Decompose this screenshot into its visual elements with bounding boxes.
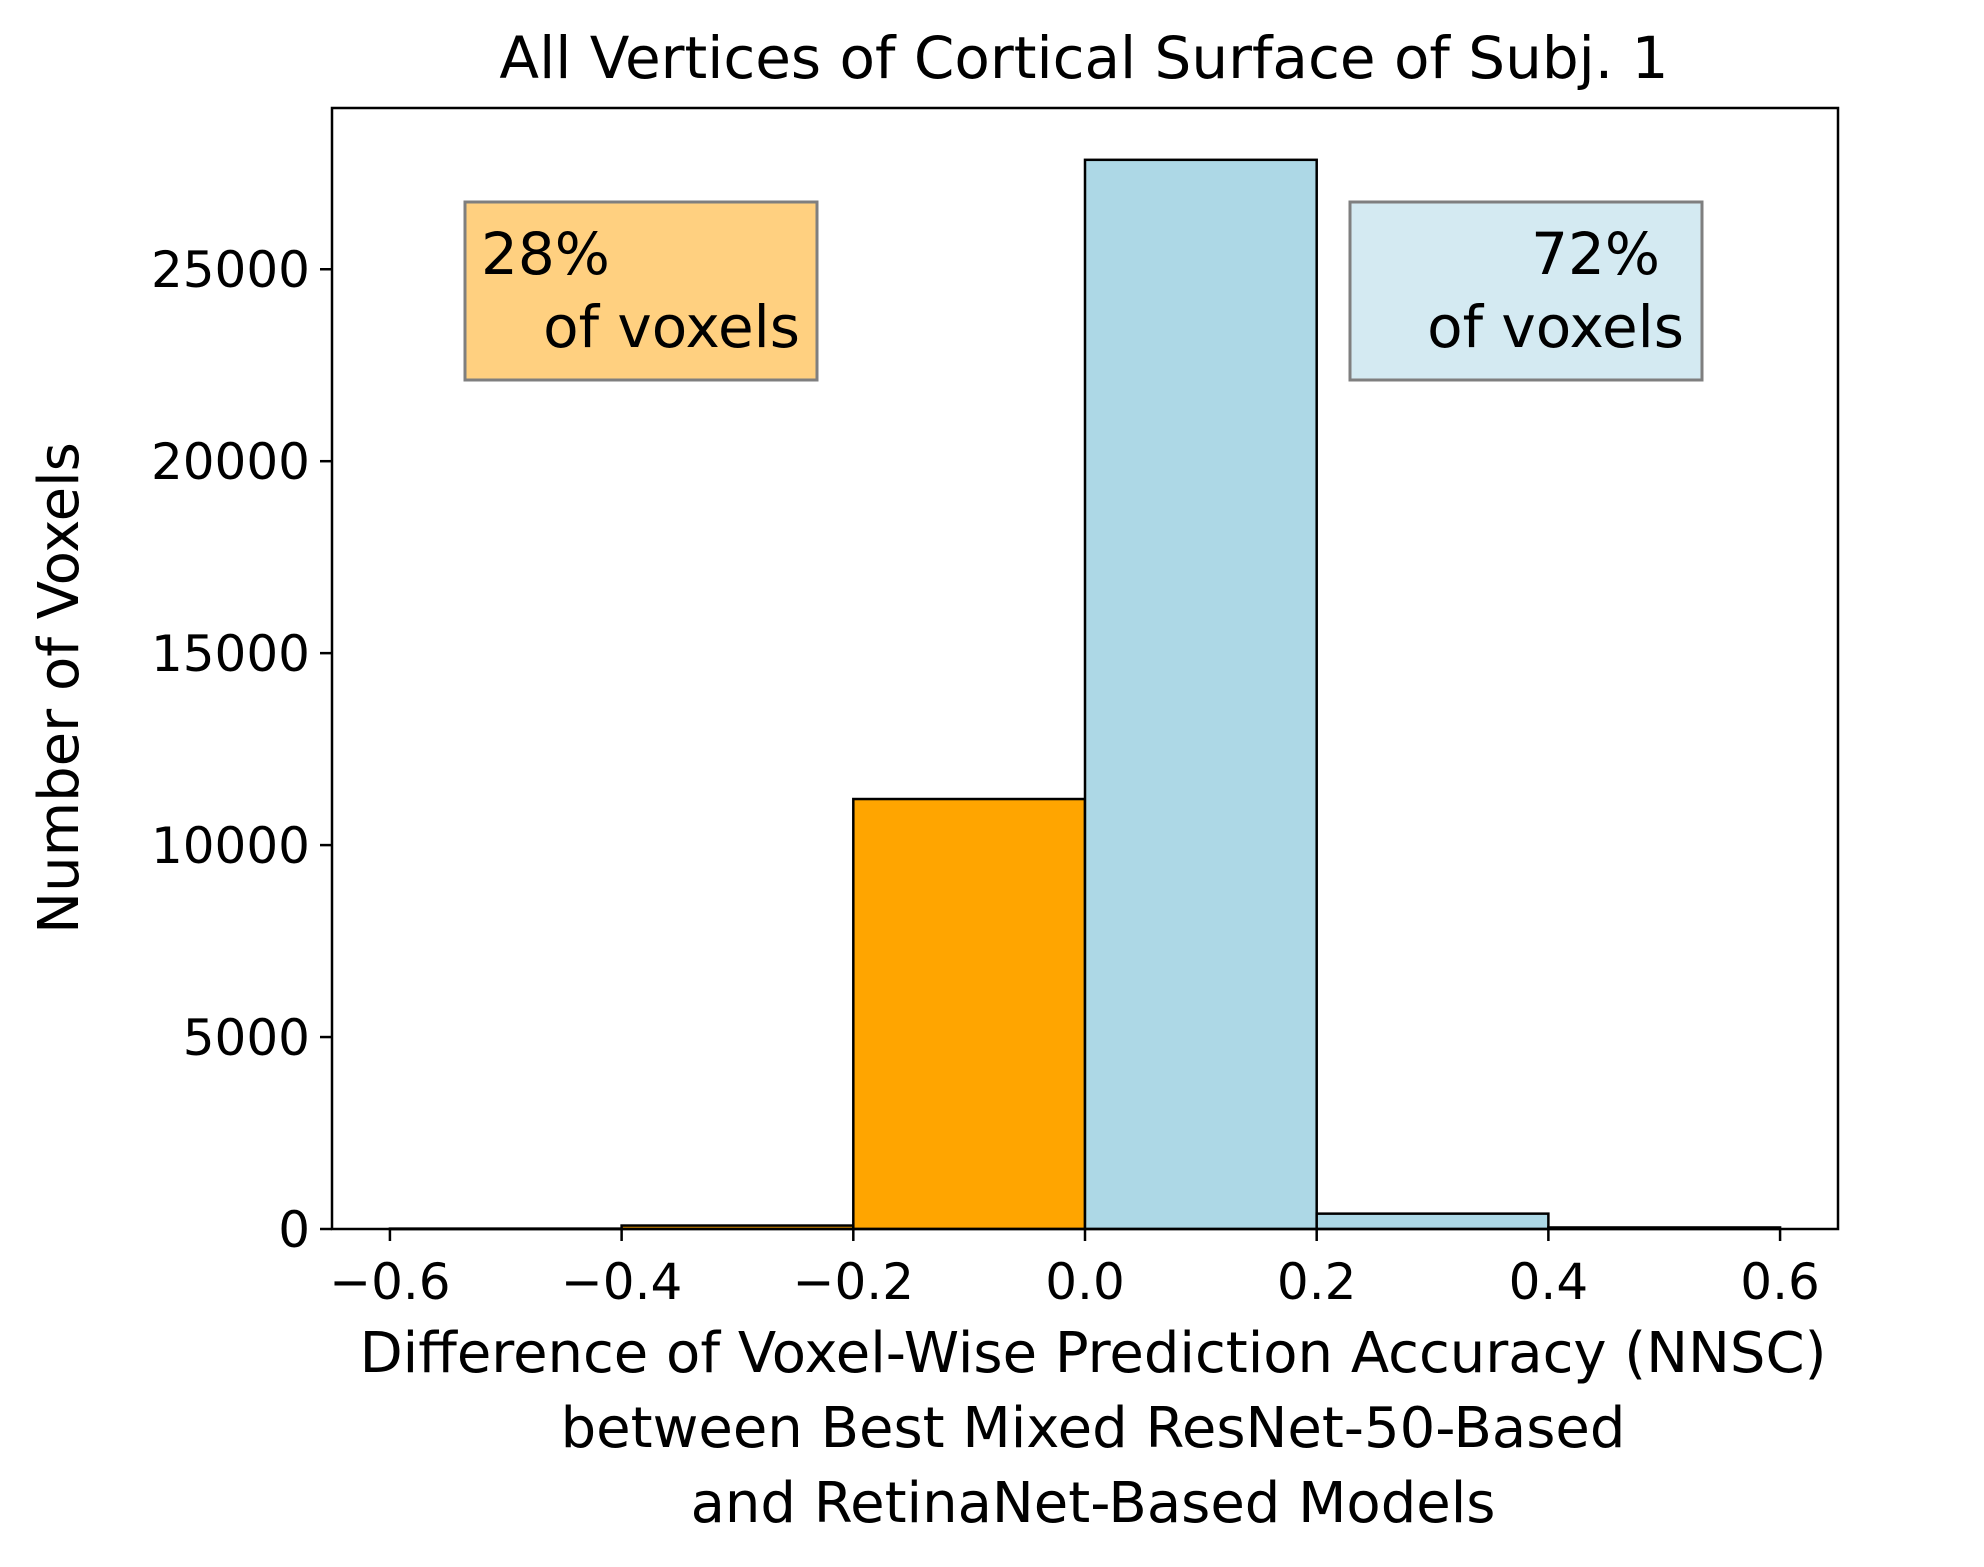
x-axis-label-line-1: Difference of Voxel-Wise Prediction Accu… [360, 1321, 1827, 1386]
y-tick-label: 20000 [151, 433, 310, 491]
negative-share-caption: of voxels [543, 293, 800, 361]
x-tick-label: 0.6 [1740, 1253, 1820, 1311]
x-tick-label: −0.4 [561, 1253, 682, 1311]
positive-share-percent: 72% [1531, 220, 1660, 288]
x-ticks-group: −0.6 −0.4 −0.2 0.0 0.2 0.4 0.6 [329, 1229, 1820, 1311]
positive-share-box [1348, 200, 1704, 382]
y-tick-label: 0 [278, 1201, 310, 1259]
histogram-bar-5 [1315, 1212, 1550, 1231]
plot-frame [330, 106, 1840, 1231]
y-tick-label: 25000 [151, 241, 310, 299]
x-tick-label: 0.0 [1045, 1253, 1125, 1311]
negative-share-percent: 28% [481, 220, 610, 288]
y-tick-label: 15000 [151, 625, 310, 683]
negative-share-box [463, 200, 819, 382]
histogram-bar-4 [1083, 158, 1318, 1231]
bars-group [388, 158, 1782, 1231]
y-axis-label: Number of Voxels [27, 442, 92, 934]
positive-share-caption: of voxels [1427, 293, 1684, 361]
y-tick-label: 10000 [151, 817, 310, 875]
x-tick-label: 0.2 [1277, 1253, 1357, 1311]
chart-title: All Vertices of Cortical Surface of Subj… [499, 24, 1668, 92]
x-tick-label: −0.6 [329, 1253, 450, 1311]
histogram-bar-3 [852, 797, 1087, 1231]
x-axis-label-line-2: between Best Mixed ResNet-50-Based [561, 1396, 1626, 1461]
x-tick-label: 0.4 [1509, 1253, 1589, 1311]
x-axis-label-line-3: and RetinaNet-Based Models [691, 1471, 1496, 1536]
y-ticks-group: 0 5000 10000 15000 20000 25000 [151, 241, 332, 1259]
y-tick-label: 5000 [183, 1009, 310, 1067]
x-tick-label: −0.2 [793, 1253, 914, 1311]
